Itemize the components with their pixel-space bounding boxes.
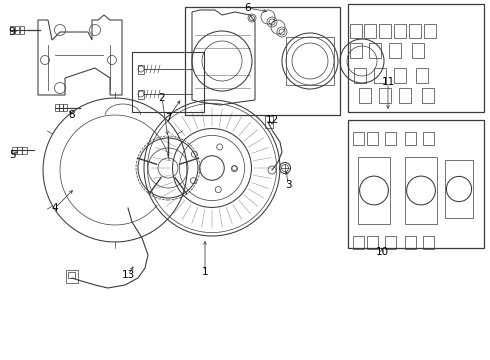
Bar (369, 44, 381, 58)
Bar (352, 236, 364, 249)
Bar (394, 23, 406, 37)
Bar (185, 7, 340, 115)
Bar (10, 26, 14, 34)
Bar (424, 23, 436, 37)
Bar (374, 68, 386, 82)
Bar (379, 23, 391, 37)
Bar (348, 120, 484, 248)
Text: 6: 6 (245, 3, 251, 13)
Bar (350, 23, 362, 37)
Text: 7: 7 (165, 113, 172, 123)
Bar (265, 116, 273, 128)
Bar (350, 44, 362, 58)
Text: 13: 13 (122, 270, 135, 280)
Text: 4: 4 (51, 203, 58, 213)
Text: 8: 8 (69, 110, 75, 120)
Bar (348, 4, 484, 112)
Bar (405, 132, 416, 145)
Bar (379, 89, 391, 103)
Bar (138, 64, 144, 73)
Bar (409, 23, 421, 37)
Bar (405, 236, 416, 249)
Bar (394, 68, 406, 82)
Text: 9: 9 (9, 27, 15, 37)
Bar (367, 236, 377, 249)
Bar (385, 236, 395, 249)
Bar (22, 147, 26, 153)
Bar (138, 90, 144, 99)
Bar (422, 89, 434, 103)
Bar (55, 104, 58, 111)
Bar (15, 26, 19, 34)
Bar (286, 37, 334, 85)
Bar (367, 132, 377, 145)
Bar (352, 132, 364, 145)
Text: 2: 2 (159, 93, 165, 103)
Bar (399, 89, 411, 103)
Bar (422, 236, 434, 249)
Bar (63, 104, 67, 111)
Bar (132, 52, 204, 112)
Bar (358, 157, 390, 224)
Bar (445, 160, 473, 218)
Bar (354, 68, 366, 82)
Text: 1: 1 (202, 267, 208, 277)
Text: 12: 12 (266, 115, 279, 125)
Bar (68, 272, 75, 278)
Bar (17, 147, 22, 153)
Bar (422, 132, 434, 145)
Bar (20, 26, 24, 34)
Bar (405, 157, 437, 224)
Text: 3: 3 (285, 180, 292, 190)
Bar (364, 23, 376, 37)
Bar (389, 44, 401, 58)
Bar (12, 147, 17, 153)
Bar (59, 104, 63, 111)
Text: 5: 5 (9, 150, 15, 160)
Bar (385, 132, 395, 145)
Text: 10: 10 (375, 247, 389, 257)
Bar (416, 68, 428, 82)
Text: 11: 11 (381, 77, 394, 87)
Bar (412, 44, 424, 58)
Bar (359, 89, 371, 103)
